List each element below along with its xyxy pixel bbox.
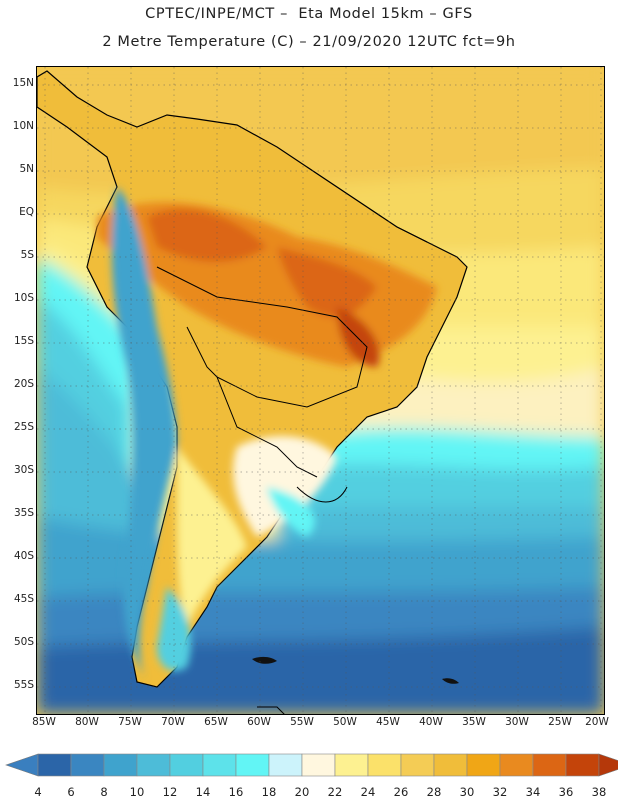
map-title: CPTEC/INPE/MCT – Eta Model 15km – GFS	[145, 6, 473, 22]
lat-label: 10N	[12, 120, 34, 132]
legend-label: 34	[525, 785, 541, 799]
legend-label: 10	[129, 785, 145, 799]
legend-label: 22	[327, 785, 343, 799]
continent-temperature-field	[37, 70, 468, 714]
legend-swatch	[334, 753, 369, 777]
legend-label: 32	[492, 785, 508, 799]
legend-label: 14	[195, 785, 211, 799]
lat-label: 45S	[13, 593, 34, 605]
lon-label: 45W	[376, 716, 400, 728]
legend-label: 36	[558, 785, 574, 799]
legend-label: 20	[294, 785, 310, 799]
lat-label: 20S	[13, 378, 34, 390]
legend-swatch	[37, 753, 72, 777]
lat-label: 55S	[13, 679, 34, 691]
lat-label: 35S	[13, 507, 34, 519]
legend-swatch	[400, 753, 435, 777]
legend-swatch	[301, 753, 336, 777]
lat-label: 25S	[13, 421, 34, 433]
legend-label: 16	[228, 785, 244, 799]
legend-swatch	[367, 753, 402, 777]
map-subtitle: 2 Metre Temperature (C) – 21/09/2020 12U…	[102, 34, 516, 50]
legend-label: 12	[162, 785, 178, 799]
legend-label: 4	[34, 785, 42, 799]
lat-lon-grid	[37, 67, 604, 714]
legend-swatch	[499, 753, 534, 777]
lon-label: 30W	[505, 716, 529, 728]
legend-swatch	[70, 753, 105, 777]
legend-label: 38	[591, 785, 607, 799]
temperature-map[interactable]	[36, 66, 605, 715]
lat-label: 5N	[19, 163, 34, 175]
lat-label: EQ	[19, 206, 34, 218]
legend-swatch	[466, 753, 501, 777]
legend-label: 28	[426, 785, 442, 799]
map-canvas	[37, 67, 604, 714]
lon-label: 55W	[290, 716, 314, 728]
lat-label: 40S	[13, 550, 34, 562]
legend-label: 26	[393, 785, 409, 799]
legend-arrow-low	[5, 753, 39, 777]
legend-swatch	[235, 753, 270, 777]
legend-swatch	[202, 753, 237, 777]
lon-label: 70W	[161, 716, 185, 728]
legend-label: 24	[360, 785, 376, 799]
lat-label: 5S	[20, 249, 34, 261]
lat-label: 50S	[13, 636, 34, 648]
legend-label: 18	[261, 785, 277, 799]
lon-label: 80W	[75, 716, 99, 728]
legend-swatch	[169, 753, 204, 777]
lon-label: 35W	[462, 716, 486, 728]
legend-label: 30	[459, 785, 475, 799]
legend-swatch	[268, 753, 303, 777]
legend-swatch	[136, 753, 171, 777]
lat-label: 10S	[13, 292, 34, 304]
lon-label: 20W	[585, 716, 609, 728]
lon-label: 40W	[419, 716, 443, 728]
legend-swatch	[565, 753, 600, 777]
temperature-color-legend	[5, 753, 618, 777]
legend-label: 8	[100, 785, 108, 799]
legend-swatch	[103, 753, 138, 777]
lat-label: 15N	[12, 77, 34, 89]
legend-arrow-high	[598, 753, 618, 777]
lon-label: 50W	[333, 716, 357, 728]
lon-label: 85W	[32, 716, 56, 728]
lon-label: 75W	[118, 716, 142, 728]
lon-label: 25W	[548, 716, 572, 728]
lat-label: 30S	[13, 464, 34, 476]
lon-label: 65W	[204, 716, 228, 728]
legend-swatch	[433, 753, 468, 777]
lat-label: 15S	[13, 335, 34, 347]
lon-label: 60W	[247, 716, 271, 728]
legend-swatch	[532, 753, 567, 777]
legend-label: 6	[67, 785, 75, 799]
